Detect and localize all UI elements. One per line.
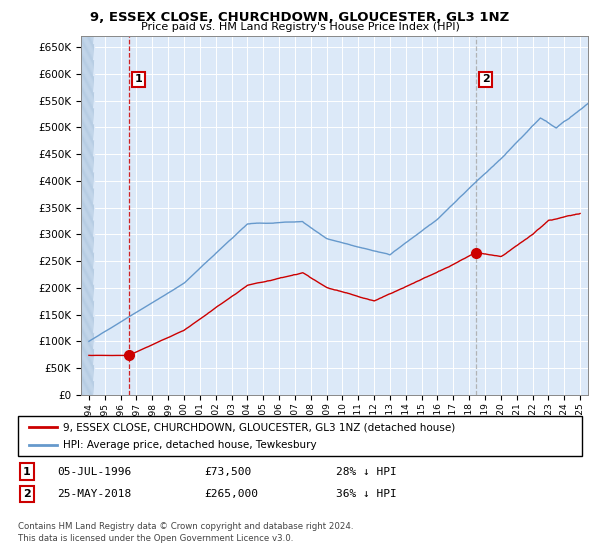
- Text: HPI: Average price, detached house, Tewkesbury: HPI: Average price, detached house, Tewk…: [63, 440, 317, 450]
- Text: £265,000: £265,000: [204, 489, 258, 499]
- Text: 1: 1: [23, 466, 31, 477]
- Text: 9, ESSEX CLOSE, CHURCHDOWN, GLOUCESTER, GL3 1NZ: 9, ESSEX CLOSE, CHURCHDOWN, GLOUCESTER, …: [91, 11, 509, 24]
- Text: 28% ↓ HPI: 28% ↓ HPI: [336, 466, 397, 477]
- Text: 36% ↓ HPI: 36% ↓ HPI: [336, 489, 397, 499]
- Text: Price paid vs. HM Land Registry's House Price Index (HPI): Price paid vs. HM Land Registry's House …: [140, 22, 460, 32]
- Text: 05-JUL-1996: 05-JUL-1996: [57, 466, 131, 477]
- Polygon shape: [81, 36, 94, 395]
- FancyBboxPatch shape: [18, 416, 582, 456]
- Text: 2: 2: [482, 74, 490, 85]
- Text: 2: 2: [23, 489, 31, 499]
- Text: £73,500: £73,500: [204, 466, 251, 477]
- Text: 1: 1: [135, 74, 143, 85]
- Text: 9, ESSEX CLOSE, CHURCHDOWN, GLOUCESTER, GL3 1NZ (detached house): 9, ESSEX CLOSE, CHURCHDOWN, GLOUCESTER, …: [63, 422, 455, 432]
- Text: 25-MAY-2018: 25-MAY-2018: [57, 489, 131, 499]
- Text: Contains HM Land Registry data © Crown copyright and database right 2024.
This d: Contains HM Land Registry data © Crown c…: [18, 522, 353, 543]
